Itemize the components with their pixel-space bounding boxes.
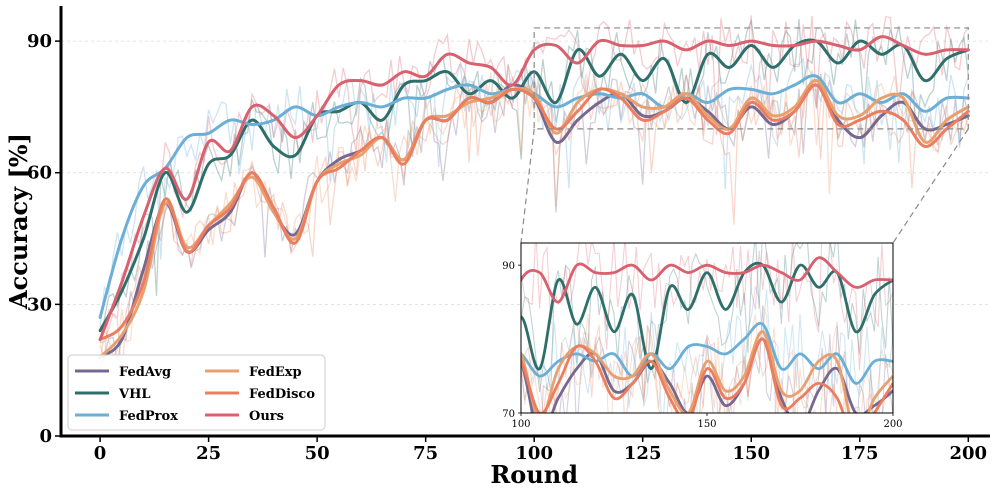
- axes: [59, 6, 990, 438]
- y-tick-label-60: 60: [27, 163, 52, 184]
- x-tick-label-175: 175: [841, 443, 879, 464]
- x-tick-label-200: 200: [950, 443, 988, 464]
- zoom-source-rect: [533, 27, 969, 130]
- inset-x-tick-label-200: 200: [883, 419, 902, 430]
- legend-label-ours: Ours: [249, 409, 284, 424]
- legend-label-fedprox: FedProx: [119, 409, 178, 424]
- inset-y-tick-label-90: 90: [502, 261, 515, 272]
- y-axis-label: Accuracy [%]: [4, 133, 33, 310]
- inset-raw-feddisco: [521, 319, 893, 413]
- x-tick-label-50: 50: [305, 443, 330, 464]
- inset-line-vhl: [521, 261, 893, 371]
- x-tick-label-150: 150: [732, 443, 770, 464]
- legend-label-fedavg: FedAvg: [119, 365, 171, 380]
- tick-labels: 0 25 50 75 100 125 150 175 200 0 30 60 90: [27, 31, 987, 464]
- inset-x-tick-label-150: 150: [697, 419, 716, 430]
- series-raw-feddisco: [99, 73, 969, 379]
- zoom-connector-right: [892, 128, 969, 244]
- inset-line-fedexp: [521, 330, 893, 413]
- zoom-connector-left: [520, 128, 535, 244]
- inset-curves: [521, 243, 893, 413]
- y-tick-label-90: 90: [27, 31, 52, 52]
- x-tick-label-25: 25: [196, 443, 221, 464]
- legend-box: [67, 354, 326, 431]
- y-tick-label-30: 30: [27, 294, 52, 315]
- inset-x-tick-label-100: 100: [511, 419, 530, 430]
- series-line-vhl: [98, 38, 970, 333]
- series-line-feddisco: [98, 83, 970, 341]
- inset-line-feddisco: [521, 337, 893, 413]
- legend: FedAvg VHL FedProx FedExp FedDisco Ours: [67, 354, 326, 431]
- inset-raw-ours: [521, 243, 893, 371]
- legend-label-feddisco: FedDisco: [249, 387, 315, 402]
- smoothed-curves: [98, 35, 970, 359]
- inset-raw-vhl: [521, 243, 893, 393]
- series-line-ours: [98, 35, 970, 341]
- legend-label-vhl: VHL: [118, 387, 151, 402]
- x-tick-label-125: 125: [624, 443, 662, 464]
- x-tick-label-100: 100: [515, 443, 553, 464]
- legend-label-fedexp: FedExp: [249, 365, 302, 380]
- inset-line-ours: [521, 256, 893, 304]
- series-raw-vhl: [99, 18, 969, 343]
- y-tick-label-0: 0: [39, 426, 52, 447]
- inset-zoom-plot: 100 150 200 70 90: [502, 242, 903, 430]
- inset-line-fedprox: [521, 321, 893, 385]
- x-tick-label-75: 75: [413, 443, 438, 464]
- x-axis-label: Round: [490, 460, 578, 489]
- zoom-region-box: [520, 27, 969, 244]
- x-tick-label-0: 0: [94, 443, 107, 464]
- inset-y-tick-label-70: 70: [502, 409, 515, 420]
